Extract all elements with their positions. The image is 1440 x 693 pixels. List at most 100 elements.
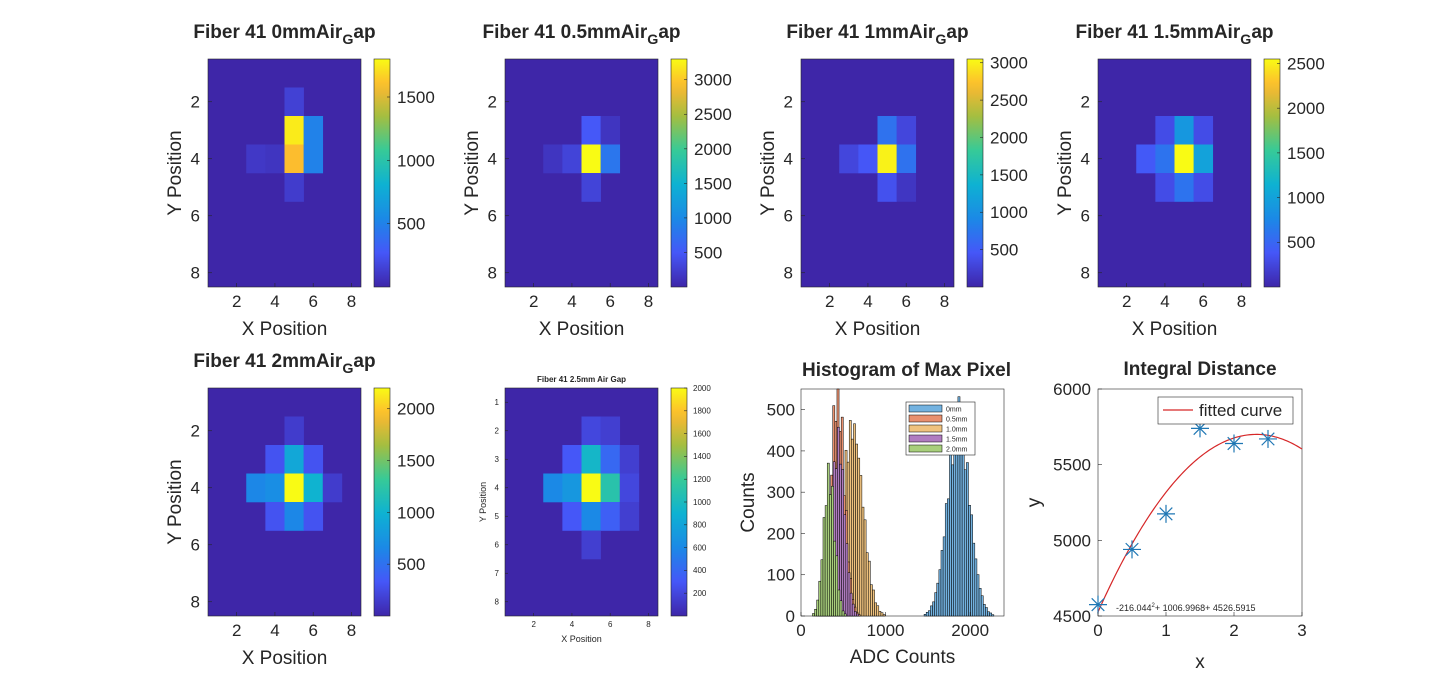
x-axis-label: X Position <box>1132 319 1218 340</box>
heatmap-frame <box>504 387 659 617</box>
histogram-bar <box>951 464 954 617</box>
x-tick-label: 4 <box>270 292 279 311</box>
heatmap-cell <box>265 502 285 531</box>
heatmap-cell <box>858 144 878 174</box>
legend-swatch <box>908 444 943 453</box>
histogram-bar <box>987 611 990 617</box>
heatmap-cell <box>284 416 304 446</box>
data-point <box>1089 595 1107 614</box>
heatmap-cell <box>581 502 601 531</box>
x-tick-label: 4 <box>270 621 279 640</box>
histogram-panel: 0 1000 2000 0 100 200 300 400 500 ADC Counts Count… <box>738 360 1011 668</box>
title-text-suffix: ap <box>353 22 375 43</box>
title-text: Fiber 41 2.5mm Air Gap <box>537 375 626 384</box>
fit-panel: 0 1 2 3 4500 5000 5500 6000 x y Integral Distance f… <box>1024 359 1307 673</box>
histogram-bar <box>854 611 857 617</box>
colorbar-tick-label: 3000 <box>990 54 1028 73</box>
histogram-bar <box>851 603 855 617</box>
heatmap-cell <box>562 445 582 474</box>
colorbar-tick-label: 1000 <box>693 498 711 507</box>
title-subscript: G <box>647 32 658 48</box>
histogram-bar <box>991 614 995 617</box>
y-axis-label: y <box>1024 497 1045 507</box>
heatmap-cell <box>619 445 640 474</box>
histogram-bar <box>822 517 826 617</box>
panel-title: Fiber 41 2.5mm Air Gap <box>537 375 626 384</box>
title-text: Fiber 41 1.5mmAir <box>1075 22 1240 43</box>
colorbar-tick-label: 500 <box>990 241 1018 260</box>
heatmap-cell <box>877 116 897 145</box>
heatmap-cell <box>562 473 582 503</box>
histogram-bar <box>855 443 858 617</box>
histogram-bar <box>865 552 869 617</box>
histogram-bar <box>845 543 849 617</box>
heatmap-cell <box>322 473 343 503</box>
heatmap-cell <box>896 173 917 202</box>
histogram-bar <box>812 613 815 617</box>
y-tick-label: 3 <box>495 455 500 464</box>
heatmap-cell <box>581 116 601 145</box>
colorbar-tick-label: 2000 <box>1287 99 1325 118</box>
data-point <box>1157 504 1175 523</box>
histogram-bar <box>841 469 844 617</box>
colorbar-tick-label: 1500 <box>397 88 435 107</box>
histogram-bar <box>859 475 863 617</box>
colorbar-tick-label: 500 <box>397 215 425 234</box>
colorbar <box>1263 58 1281 288</box>
heatmap-cell <box>303 116 324 145</box>
y-tick-label: 4 <box>495 484 500 493</box>
title-subscript: G <box>342 32 353 48</box>
heatmap-cell <box>600 416 621 446</box>
y-axis-label: Y Position <box>478 482 488 522</box>
heatmap-cell <box>246 473 266 503</box>
x-tick-label: 8 <box>347 621 356 640</box>
histogram-bar <box>861 506 865 617</box>
heatmap-cell <box>581 473 601 503</box>
panel-title: Fiber 41 0.5mmAirGap <box>482 22 680 48</box>
heatmap-cell <box>265 144 285 174</box>
y-tick-label: 8 <box>495 598 500 607</box>
heatmap-cell <box>1155 116 1175 145</box>
y-tick-label: 5500 <box>1053 456 1091 475</box>
heatmap-cell <box>581 144 601 174</box>
y-tick-label: 8 <box>1081 264 1090 283</box>
histogram-bar <box>818 580 822 617</box>
fit-legend: fitted curve <box>1157 396 1294 425</box>
heatmap-panel: 2 4 6 8 2 4 6 8 X Position Y Position Fiber 41 0mm… <box>165 22 435 340</box>
histogram-bar <box>936 582 940 617</box>
marker-stroke <box>1159 507 1173 521</box>
heatmap-panel: 2 4 6 8 2 4 6 8 X Position Y Position Fiber 41 2mm… <box>165 351 435 669</box>
colorbar-tick-label: 1000 <box>397 151 435 170</box>
x-axis-label: ADC Counts <box>850 647 956 668</box>
data-point <box>1225 434 1243 453</box>
histogram-bar <box>976 574 980 617</box>
y-tick-label: 8 <box>191 593 200 612</box>
y-axis-label: Y Position <box>462 130 483 215</box>
heatmap-panel: 2 4 6 8 1 2 3 4 5 6 7 8 X Position Y Position Fiber 41… <box>478 375 711 644</box>
x-tick-label: 6 <box>308 621 317 640</box>
x-tick-label: 8 <box>644 292 653 311</box>
histogram-bar <box>816 599 820 617</box>
colorbar-tick-label: 500 <box>1287 233 1315 252</box>
histogram-bar <box>942 536 946 617</box>
heatmap-cell <box>600 445 621 474</box>
histogram-bar <box>989 612 992 617</box>
legend-swatch <box>908 424 943 433</box>
histogram-bar <box>829 494 832 617</box>
colorbar-tick-label: 1400 <box>693 452 711 461</box>
y-tick-label: 5000 <box>1053 531 1091 550</box>
marker-stroke <box>1125 542 1139 557</box>
y-tick-label: 6 <box>495 541 500 550</box>
histogram-bar <box>856 613 859 617</box>
y-tick-label: 2 <box>1081 93 1090 112</box>
histogram-bar <box>930 605 933 617</box>
colorbar-tick-label: 800 <box>693 521 707 530</box>
heatmap-cell <box>284 473 304 503</box>
legend-swatch <box>908 404 943 413</box>
heatmap-cell <box>581 416 601 446</box>
y-axis-label: Y Position <box>1055 130 1076 215</box>
histogram-bar <box>970 514 973 617</box>
title-text-suffix: ap <box>353 351 375 372</box>
y-tick-label: 6 <box>488 207 497 226</box>
legend-label: 2.0mm <box>946 447 968 454</box>
